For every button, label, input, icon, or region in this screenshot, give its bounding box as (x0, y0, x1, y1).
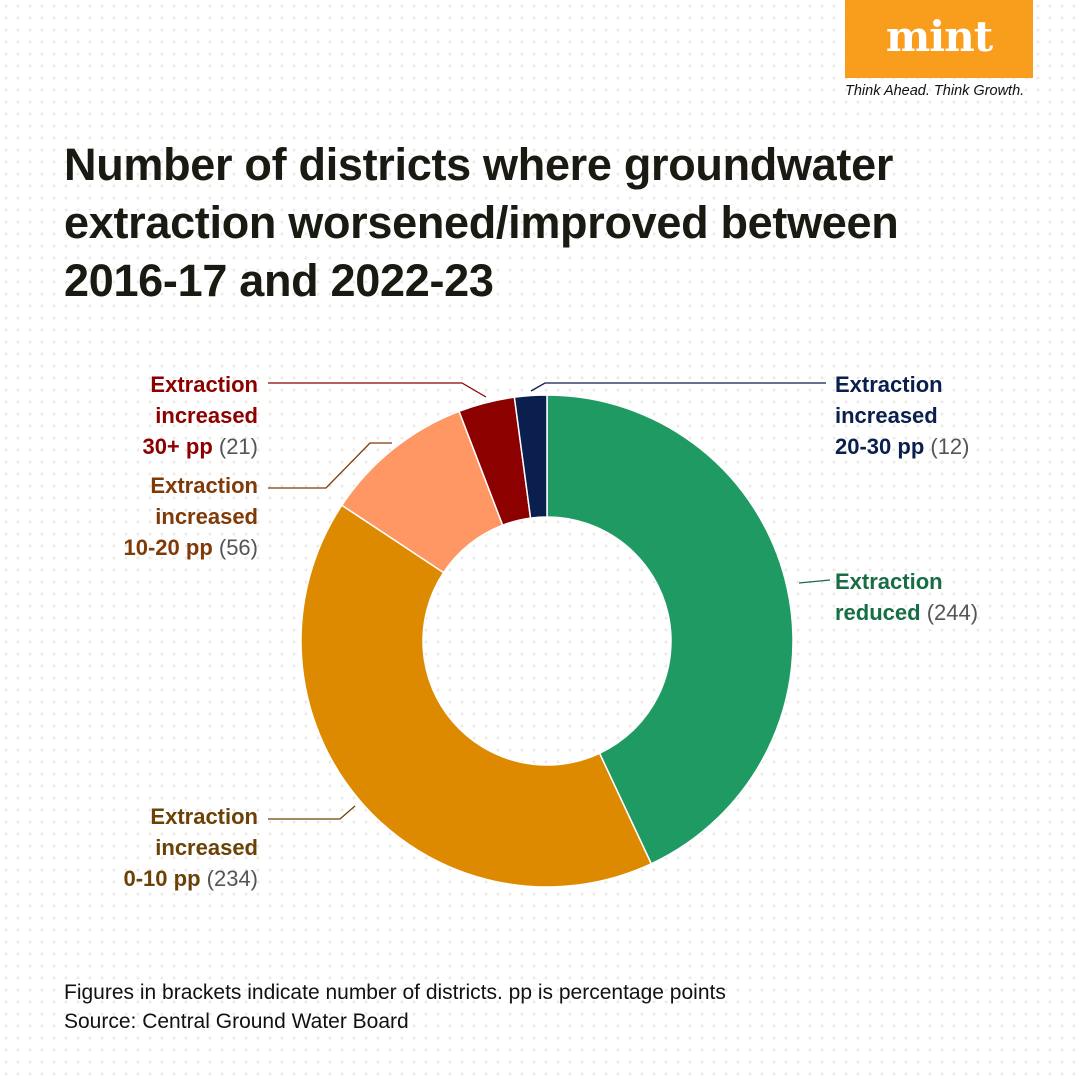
slice-value-30-pp: (21) (219, 434, 258, 459)
slice-label-line: increased (155, 403, 258, 428)
slice-label-line: increased (835, 403, 938, 428)
slice-value-reduced: (244) (927, 600, 978, 625)
footnote: Figures in brackets indicate number of d… (64, 978, 726, 1036)
slice-value-20-30-pp: (12) (930, 434, 969, 459)
slice-value-10-20-pp: (56) (219, 535, 258, 560)
footnote-note: Figures in brackets indicate number of d… (64, 981, 726, 1004)
slice-label-line: Extraction (150, 372, 258, 397)
slice-20-30-pp (513, 394, 548, 519)
leader-line-30-pp (268, 382, 487, 398)
slice-label-line: 30+ pp (142, 434, 218, 459)
slice-label-line: Extraction (150, 804, 258, 829)
mint-logo: mint (845, 0, 1033, 78)
slice-label-line: reduced (835, 600, 927, 625)
leader-line-10-20-pp (268, 442, 392, 489)
logo-text: mint (885, 11, 993, 61)
leader-line-reduced (798, 579, 831, 584)
slice-label-line: 20-30 pp (835, 434, 930, 459)
slice-0-10-pp (300, 504, 653, 888)
slice-reduced (546, 394, 794, 865)
slice-value-0-10-pp: (234) (207, 866, 258, 891)
slice-label-30-pp: Extraction increased 30+ pp (21) (142, 372, 258, 459)
slice-label-line: 10-20 pp (124, 535, 219, 560)
slice-label-line: increased (155, 504, 258, 529)
tagline: Think Ahead. Think Growth. (845, 83, 1025, 99)
slice-label-line: 0-10 pp (124, 866, 207, 891)
source-note: Source: Central Ground Water Board (64, 1010, 409, 1033)
leader-line-0-10-pp (268, 805, 356, 820)
donut-chart: Extraction reduced (244) Extraction increas… (124, 372, 979, 891)
slice-label-reduced: Extraction reduced (244) (835, 569, 978, 625)
slice-label-0-10-pp: Extraction increased 0-10 pp (234) (124, 804, 259, 891)
slice-label-20-30-pp: Extraction increased 20-30 pp (12) (835, 372, 970, 459)
chart-title: Number of districts where groundwater ex… (64, 139, 899, 306)
slice-label-line: Extraction (835, 569, 943, 594)
slice-label-line: Extraction (835, 372, 943, 397)
slice-label-line: Extraction (150, 473, 258, 498)
slice-label-line: increased (155, 835, 258, 860)
leader-line-20-30-pp (530, 382, 826, 392)
slice-label-10-20-pp: Extraction increased 10-20 pp (56) (124, 473, 259, 560)
